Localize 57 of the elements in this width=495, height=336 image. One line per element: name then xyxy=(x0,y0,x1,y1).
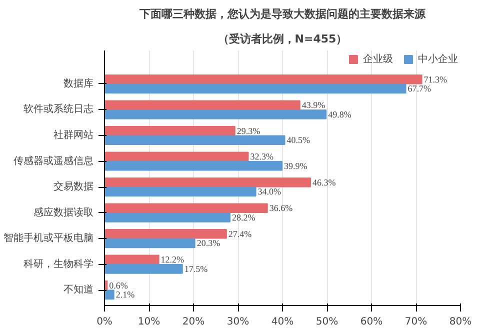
y-tick-label: 科研，生物科学 xyxy=(24,258,94,270)
bar xyxy=(104,100,300,110)
bar xyxy=(104,152,249,162)
x-tick-label: 40% xyxy=(271,316,294,328)
data-label: 34.0% xyxy=(258,186,282,197)
y-tick-label: 传感器或遥感信息 xyxy=(14,154,94,167)
data-label: 17.5% xyxy=(184,264,208,274)
chart-title: 下面哪三种数据，您认为是导致大数据问题的主要数据来源 xyxy=(138,8,426,20)
data-label: 71.3% xyxy=(424,74,448,84)
y-tick-label: 交易数据 xyxy=(54,180,94,193)
data-label: 12.2% xyxy=(160,254,185,265)
bar xyxy=(104,74,422,84)
y-tick-label: 社群网站 xyxy=(54,129,94,141)
bar xyxy=(104,212,230,222)
data-label: 46.3% xyxy=(312,177,336,188)
data-label: 39.9% xyxy=(284,160,308,171)
x-tick-label: 50% xyxy=(316,316,338,328)
y-tick-label: 智能手机或平板电脑 xyxy=(4,232,94,244)
x-tick-label: 80% xyxy=(449,316,472,328)
bar xyxy=(104,254,160,265)
bar xyxy=(104,186,256,197)
x-tick-label: 20% xyxy=(182,316,205,328)
bar xyxy=(104,228,227,239)
bar xyxy=(104,177,312,188)
x-tick-label: 0% xyxy=(96,316,112,328)
bar xyxy=(104,84,406,94)
bar xyxy=(104,160,283,171)
y-tick-label: 感应数据读取 xyxy=(34,206,94,218)
data-label: 2.1% xyxy=(116,290,136,300)
x-tick-label: 70% xyxy=(404,316,428,328)
data-label: 40.5% xyxy=(286,135,310,146)
bar xyxy=(104,135,286,146)
y-tick-label: 软件或系统日志 xyxy=(24,103,94,116)
y-tick-label: 不知道 xyxy=(64,284,94,296)
bar xyxy=(104,264,183,274)
data-label: 32.3% xyxy=(250,152,274,162)
bar xyxy=(104,238,196,248)
x-tick-label: 30% xyxy=(226,316,250,328)
bar xyxy=(104,126,236,136)
x-tick-label: 60% xyxy=(360,316,383,328)
data-label: 49.8% xyxy=(328,109,352,120)
x-tick-label: 10% xyxy=(138,316,160,328)
data-label: 36.6% xyxy=(269,203,294,214)
bar xyxy=(104,290,114,300)
data-label: 28.2% xyxy=(232,212,256,222)
data-label: 29.3% xyxy=(236,126,261,136)
bar xyxy=(104,203,268,214)
data-label: 43.9% xyxy=(302,100,326,110)
y-tick-label: 数据库 xyxy=(64,77,94,90)
data-label: 67.7% xyxy=(408,84,432,94)
data-label: 27.4% xyxy=(228,228,252,239)
chart-subtitle: （受访者比例，N=455） xyxy=(218,32,348,46)
data-label: 0.6% xyxy=(109,280,128,290)
bar xyxy=(104,109,327,120)
legend-label: 中小企业 xyxy=(418,52,458,66)
legend-label: 企业级 xyxy=(363,52,393,66)
data-label: 20.3% xyxy=(196,238,221,248)
